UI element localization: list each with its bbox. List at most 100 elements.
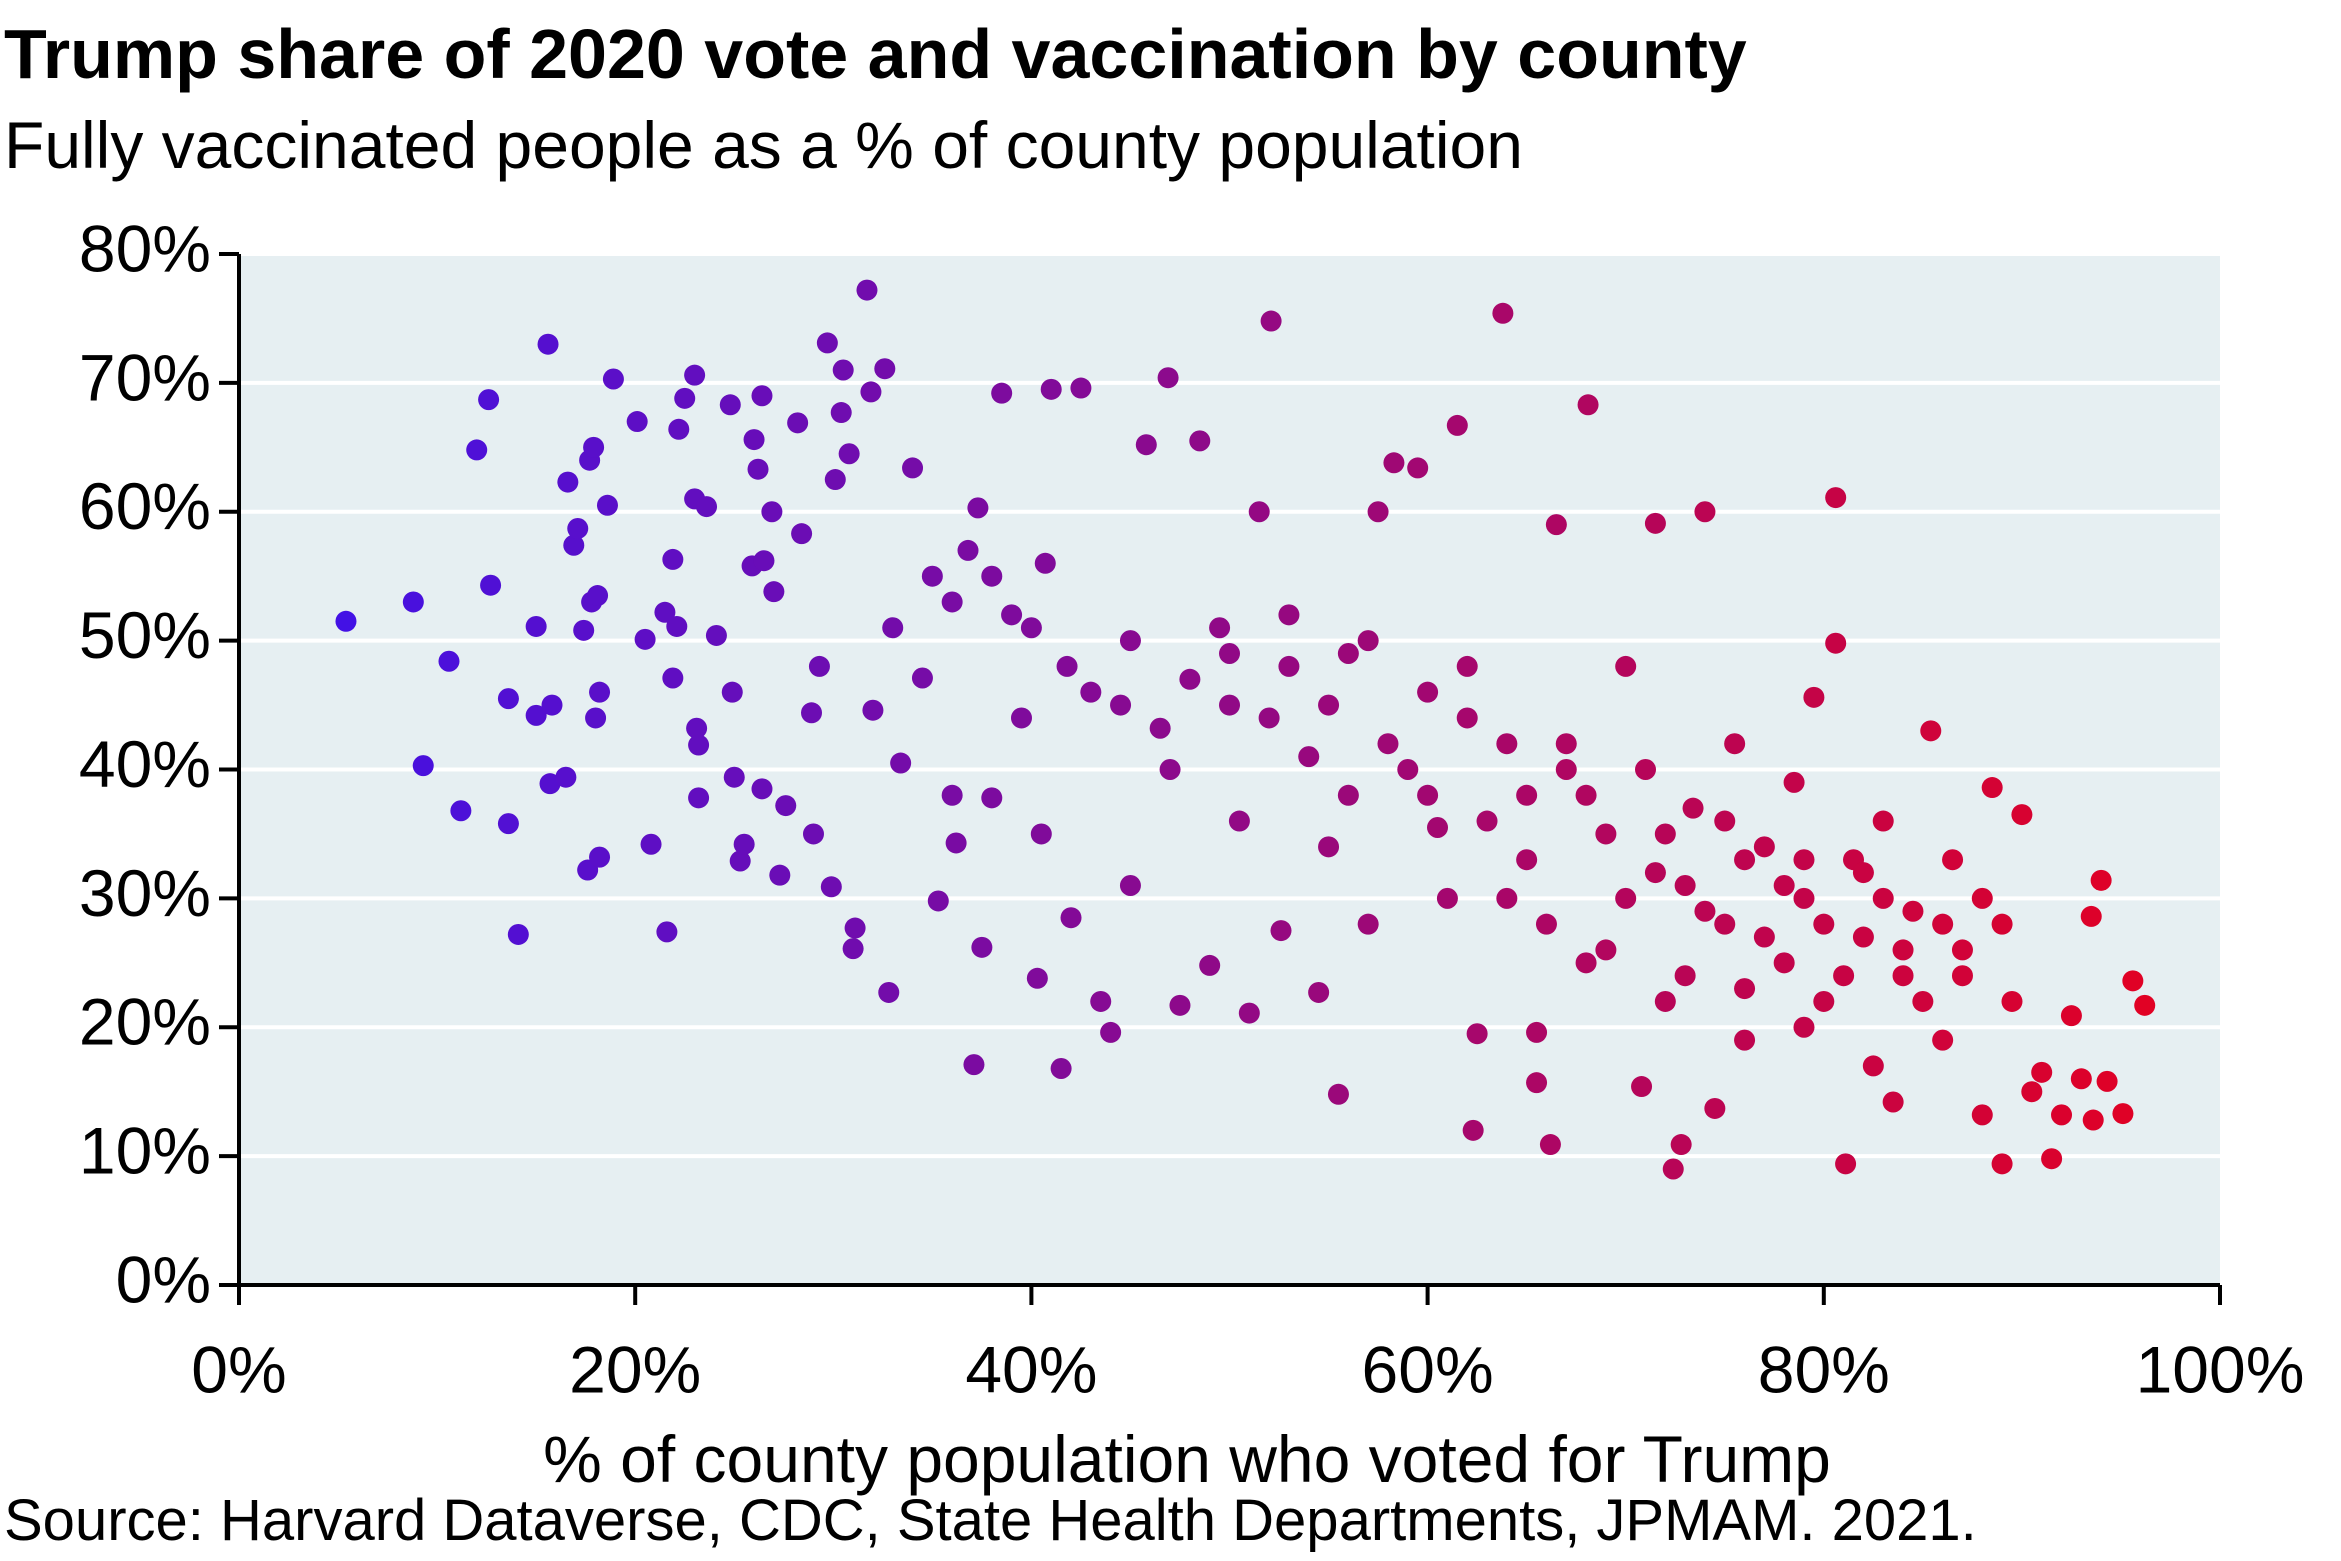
scatter-point: [1159, 759, 1181, 780]
scatter-point: [563, 534, 585, 556]
scatter-point: [991, 382, 1013, 404]
scatter-point: [1932, 913, 1954, 935]
scatter-point: [832, 359, 854, 381]
scatter-point: [1714, 913, 1736, 935]
scatter-point: [1575, 952, 1597, 974]
scatter-point: [1526, 1072, 1548, 1094]
scatter-point: [1920, 720, 1942, 742]
scatter-point: [2090, 869, 2112, 891]
scatter-point: [1951, 939, 1973, 961]
scatter-point: [525, 615, 547, 637]
scatter-point: [412, 755, 434, 777]
scatter-point: [838, 443, 860, 465]
scatter-point: [450, 800, 472, 822]
scatter-point: [589, 846, 611, 868]
scatter-point: [640, 833, 662, 855]
scatter-point: [402, 591, 424, 613]
scatter-point: [1545, 514, 1567, 536]
scatter-point: [1682, 797, 1704, 819]
scatter-point: [1694, 900, 1716, 922]
scatter-point: [1670, 1134, 1692, 1156]
scatter-point: [981, 787, 1003, 809]
scatter-point: [1318, 836, 1340, 858]
scatter-point: [1308, 981, 1330, 1003]
scatter-point: [480, 574, 502, 596]
scatter-point: [525, 704, 547, 726]
scatter-point: [2080, 905, 2102, 927]
x-tick-label: 40%: [965, 1332, 1097, 1406]
y-tick-label: 70%: [79, 340, 211, 414]
scatter-point: [842, 938, 864, 960]
scatter-point: [573, 619, 595, 641]
scatter-point: [1383, 452, 1405, 474]
scatter-point: [1615, 887, 1637, 909]
scatter-point: [1872, 810, 1894, 832]
y-tick-label: 20%: [79, 985, 211, 1059]
scatter-point: [761, 501, 783, 523]
scatter-point: [1793, 1016, 1815, 1038]
scatter-point: [1575, 784, 1597, 806]
scatter-point: [1595, 939, 1617, 961]
scatter-point: [878, 981, 900, 1003]
scatter-point: [1872, 887, 1894, 909]
scatter-point: [1644, 512, 1666, 534]
x-tick-label: 80%: [1758, 1332, 1890, 1406]
scatter-point: [688, 734, 710, 756]
chart-subtitle: Fully vaccinated people as a % of county…: [4, 108, 1523, 182]
scatter-point: [1446, 414, 1468, 436]
scatter-point: [2021, 1081, 2043, 1103]
scatter-point: [674, 387, 696, 409]
scatter-point: [1357, 630, 1379, 652]
scatter-point: [478, 389, 500, 411]
scatter-point: [1090, 990, 1112, 1012]
x-tick-label: 20%: [569, 1332, 701, 1406]
scatter-point: [1882, 1091, 1904, 1113]
scatter-point: [902, 457, 924, 479]
scatter-point: [769, 864, 791, 886]
scatter-point: [1219, 694, 1240, 716]
scatter-point: [747, 458, 769, 480]
scatter-point: [1734, 849, 1756, 871]
scatter-point: [1516, 784, 1538, 806]
scatter-point: [2041, 1148, 2063, 1170]
scatter-point: [1793, 849, 1815, 871]
scatter-point: [497, 813, 519, 835]
scatter-point: [753, 550, 775, 572]
scatter-point: [971, 936, 993, 958]
scatter-point: [1199, 954, 1221, 976]
scatter-point: [656, 921, 678, 943]
scatter-point: [583, 436, 605, 458]
y-tick-label: 10%: [79, 1114, 211, 1188]
scatter-point: [941, 591, 963, 613]
source-note: Source: Harvard Dataverse, CDC, State He…: [4, 1488, 1977, 1553]
scatter-point: [820, 876, 842, 898]
scatter-point: [1189, 430, 1211, 452]
chart-title: Trump share of 2020 vote and vaccination…: [4, 15, 1747, 93]
scatter-point: [967, 497, 989, 519]
scatter-point: [743, 429, 765, 451]
scatter-point: [1001, 604, 1023, 626]
scatter-point: [2112, 1103, 2134, 1125]
scatter-point: [507, 923, 529, 945]
scatter-point: [733, 833, 755, 855]
scatter-point: [1318, 694, 1340, 716]
scatter-point: [1020, 617, 1042, 639]
scatter-point: [585, 707, 607, 729]
scatter-point: [1119, 874, 1141, 896]
scatter-point: [1377, 733, 1399, 755]
scatter-point: [602, 368, 624, 390]
scatter-point: [1260, 310, 1282, 332]
scatter-point: [1555, 733, 1577, 755]
scatter-point: [721, 681, 743, 703]
scatter-point: [775, 795, 797, 817]
scatter-point: [1991, 913, 2013, 935]
scatter-point: [791, 523, 813, 545]
scatter-point: [1852, 862, 1874, 884]
scatter-point: [1157, 367, 1179, 389]
scatter-point: [2122, 970, 2144, 992]
scatter-point: [1724, 733, 1746, 755]
scatter-point: [1991, 1153, 2013, 1175]
scatter-point: [830, 402, 852, 424]
scatter-point: [537, 333, 559, 355]
scatter-point: [1631, 1076, 1653, 1098]
